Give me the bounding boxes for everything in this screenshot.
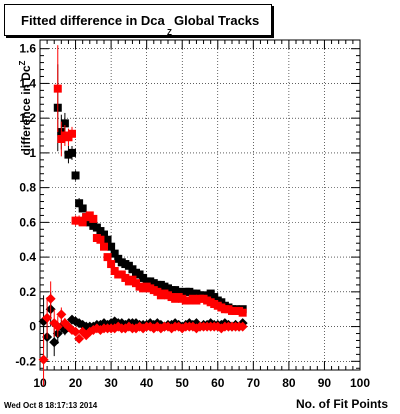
axis-ticks xyxy=(39,40,361,370)
chart-title-rest: Global Tracks xyxy=(174,13,260,28)
data-point-square xyxy=(107,242,116,251)
x-tick-label: 100 xyxy=(350,376,370,390)
data-point-square xyxy=(96,235,105,244)
timestamp: Wed Oct 8 18:17:13 2014 xyxy=(4,401,98,410)
x-tick-label: 90 xyxy=(318,376,332,390)
y-tick-label: 1.6 xyxy=(19,42,36,56)
data-point-diamond xyxy=(49,337,60,348)
tick-labels: 10 20 30 40 50 60 70 80 90 100 -0.2 0 0.2 0.4 0.6 0.8 1 1… xyxy=(15,42,370,390)
y-axis-label-text: difference in Dc xyxy=(19,65,33,156)
data-point-square xyxy=(78,218,87,227)
x-tick-label: 10 xyxy=(33,376,47,390)
data-point-square xyxy=(60,119,69,128)
data-point-diamond xyxy=(74,333,85,344)
data-point-square xyxy=(53,84,62,93)
chart-title-subscript: Z xyxy=(167,28,172,37)
data-point-diamond xyxy=(52,321,63,332)
data-point-square xyxy=(100,230,108,239)
y-tick-label: 0.8 xyxy=(19,181,36,195)
y-tick-label: 1 xyxy=(29,146,36,160)
x-tick-label: 20 xyxy=(69,376,83,390)
data-point-square xyxy=(68,148,76,157)
data-point-diamond xyxy=(45,293,56,304)
title-box: Fitted difference in Dca Z Global Tracks xyxy=(4,4,272,37)
data-marks xyxy=(38,45,248,386)
y-tick-label: -0.2 xyxy=(15,354,36,368)
data-point-square xyxy=(103,253,112,262)
data-point-diamond xyxy=(70,326,81,337)
data-point-square xyxy=(238,308,247,317)
data-point-diamond xyxy=(237,321,248,332)
x-tick-label: 80 xyxy=(282,376,296,390)
x-tick-label: 50 xyxy=(176,376,190,390)
x-tick-label: 60 xyxy=(211,376,225,390)
y-axis-label: difference in DcZ xyxy=(18,38,34,178)
chart-title: Fitted difference in Dca xyxy=(21,13,165,28)
data-point-diamond xyxy=(42,312,53,323)
y-tick-label: 1.4 xyxy=(19,76,36,90)
y-tick-label: 0.2 xyxy=(19,285,36,299)
data-point-square xyxy=(89,214,98,223)
data-point-square xyxy=(68,129,76,138)
x-axis-label: No. of Fit Points xyxy=(296,397,388,411)
y-tick-label: 0 xyxy=(29,320,36,334)
data-point-diamond xyxy=(38,354,49,365)
y-tick-label: 0.4 xyxy=(19,250,36,264)
data-point-square xyxy=(110,249,119,258)
x-tick-label: 70 xyxy=(247,376,261,390)
data-point-square xyxy=(78,204,87,213)
data-point-square xyxy=(107,260,116,269)
data-point-square xyxy=(100,242,108,251)
data-point-diamond xyxy=(56,309,67,320)
y-tick-label: 0.6 xyxy=(19,215,36,229)
y-tick-label: 1.2 xyxy=(19,111,36,125)
x-tick-label: 30 xyxy=(104,376,118,390)
data-point-square xyxy=(71,171,80,180)
data-point-square xyxy=(75,199,84,208)
y-axis-label-sup: Z xyxy=(18,60,27,66)
x-tick-label: 40 xyxy=(140,376,154,390)
plot-frame xyxy=(39,39,361,371)
data-point-square xyxy=(103,235,112,244)
